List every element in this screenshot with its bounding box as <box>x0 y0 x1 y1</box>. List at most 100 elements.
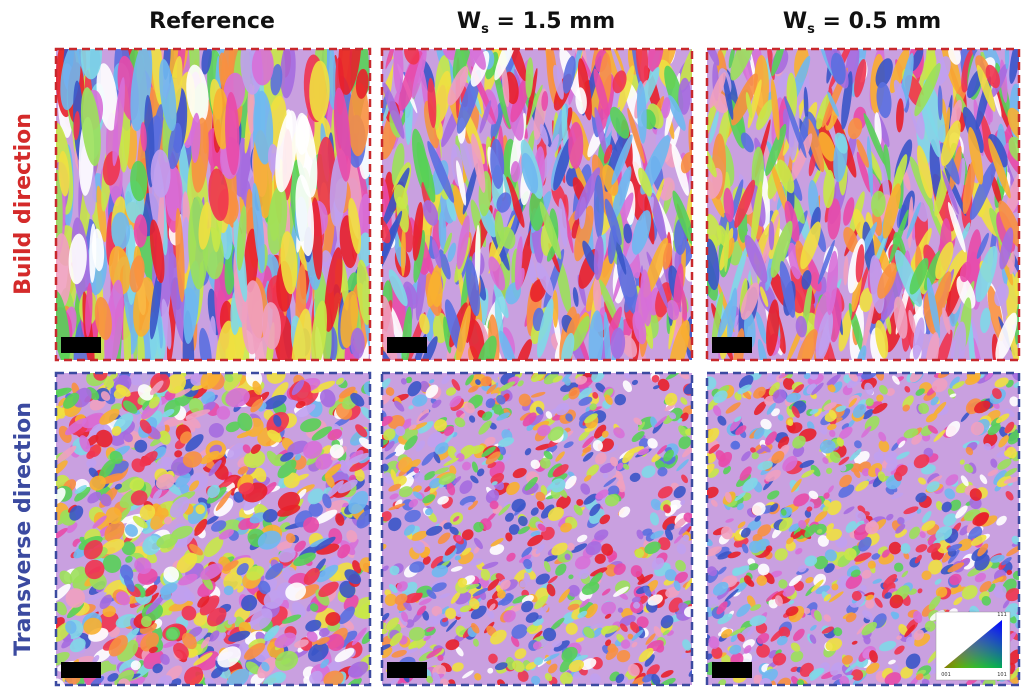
grain <box>95 429 113 448</box>
grain <box>673 580 681 591</box>
grain <box>476 335 497 360</box>
grain <box>429 477 442 489</box>
grain <box>514 236 523 289</box>
grain <box>828 591 844 603</box>
grain <box>779 261 796 318</box>
grain <box>116 591 130 606</box>
grain <box>707 653 713 660</box>
grain <box>249 512 267 524</box>
grain <box>325 612 341 626</box>
grain <box>382 511 392 522</box>
grain <box>778 626 791 638</box>
grain <box>770 220 793 278</box>
grain <box>432 451 441 464</box>
grain <box>584 413 598 424</box>
grain <box>782 585 796 597</box>
grain <box>323 49 338 110</box>
grain <box>390 469 397 482</box>
grain <box>841 423 850 430</box>
grain <box>814 408 822 417</box>
grain <box>552 375 563 383</box>
grain <box>582 452 594 462</box>
row-label: Build direction <box>11 113 36 295</box>
grain <box>420 336 438 360</box>
grain <box>190 112 201 163</box>
grain <box>281 614 302 624</box>
grain <box>565 413 573 422</box>
grain <box>608 225 617 265</box>
grain <box>561 646 578 662</box>
grain <box>558 588 570 603</box>
grain <box>439 678 450 685</box>
grain <box>929 329 953 360</box>
grain <box>657 486 673 499</box>
grain <box>322 493 332 509</box>
grain <box>865 521 879 535</box>
grain <box>972 337 983 360</box>
grain <box>580 658 597 671</box>
grain <box>807 373 819 380</box>
grain <box>496 412 510 421</box>
grain <box>616 462 624 471</box>
grain <box>102 554 122 573</box>
grain <box>215 490 232 511</box>
grain <box>539 123 549 146</box>
grain <box>845 612 857 623</box>
grain <box>414 472 425 484</box>
grain <box>826 250 839 316</box>
grain <box>631 629 644 641</box>
grain <box>404 509 421 523</box>
grain <box>546 49 558 106</box>
grain <box>553 136 573 191</box>
grain <box>265 562 284 580</box>
grain <box>444 545 456 556</box>
grain <box>847 117 863 140</box>
grain <box>647 594 663 606</box>
grain <box>470 605 487 620</box>
grain <box>385 451 397 460</box>
grain <box>383 82 405 139</box>
grain <box>488 653 498 664</box>
grain <box>980 307 991 334</box>
grain <box>915 673 924 681</box>
grain <box>261 302 282 350</box>
grain <box>418 421 434 434</box>
grain <box>521 546 533 558</box>
scale-bar <box>387 337 427 353</box>
grain <box>437 496 449 505</box>
grain <box>453 476 462 485</box>
grain <box>914 554 922 564</box>
grain <box>506 481 520 496</box>
grain <box>525 612 539 623</box>
panel-border <box>54 47 372 362</box>
grain <box>613 427 625 439</box>
grain <box>793 628 805 642</box>
grain <box>682 639 692 651</box>
grain <box>270 64 283 96</box>
grain <box>645 633 656 645</box>
grain <box>574 555 591 570</box>
grain <box>856 139 869 168</box>
grain <box>758 213 780 274</box>
grain <box>403 435 418 451</box>
grain <box>604 198 622 246</box>
grain <box>283 472 300 489</box>
grain <box>605 444 619 453</box>
grain <box>469 444 485 455</box>
grain <box>335 377 344 385</box>
grain <box>471 461 479 473</box>
grain <box>156 456 174 471</box>
grain <box>543 450 553 460</box>
grain <box>736 603 751 617</box>
grain <box>384 440 395 452</box>
grain <box>425 508 433 516</box>
grain <box>132 515 148 529</box>
grain <box>1004 408 1015 418</box>
grain <box>753 427 765 440</box>
grain <box>707 49 720 66</box>
grain <box>496 395 506 405</box>
grain <box>791 405 800 418</box>
grain <box>586 464 599 477</box>
grain <box>303 567 320 585</box>
